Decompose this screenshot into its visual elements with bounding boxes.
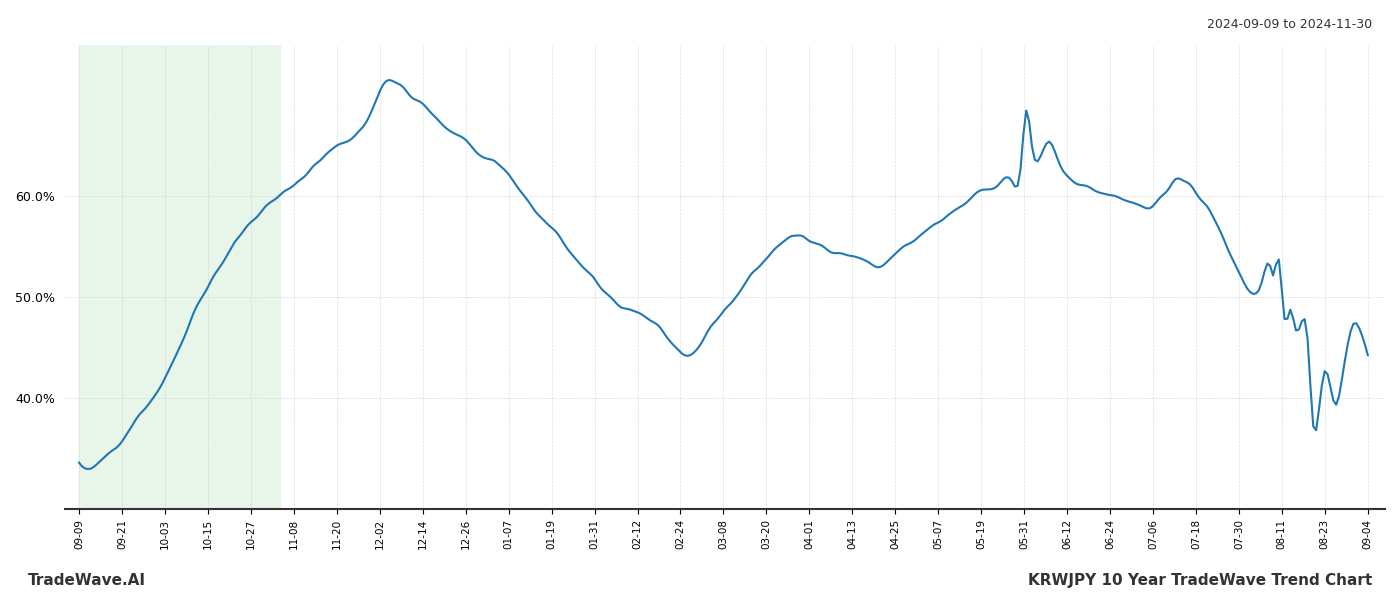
Text: 2024-09-09 to 2024-11-30: 2024-09-09 to 2024-11-30 xyxy=(1207,18,1372,31)
Text: TradeWave.AI: TradeWave.AI xyxy=(28,573,146,588)
Bar xyxy=(78,45,280,509)
Text: KRWJPY 10 Year TradeWave Trend Chart: KRWJPY 10 Year TradeWave Trend Chart xyxy=(1028,573,1372,588)
